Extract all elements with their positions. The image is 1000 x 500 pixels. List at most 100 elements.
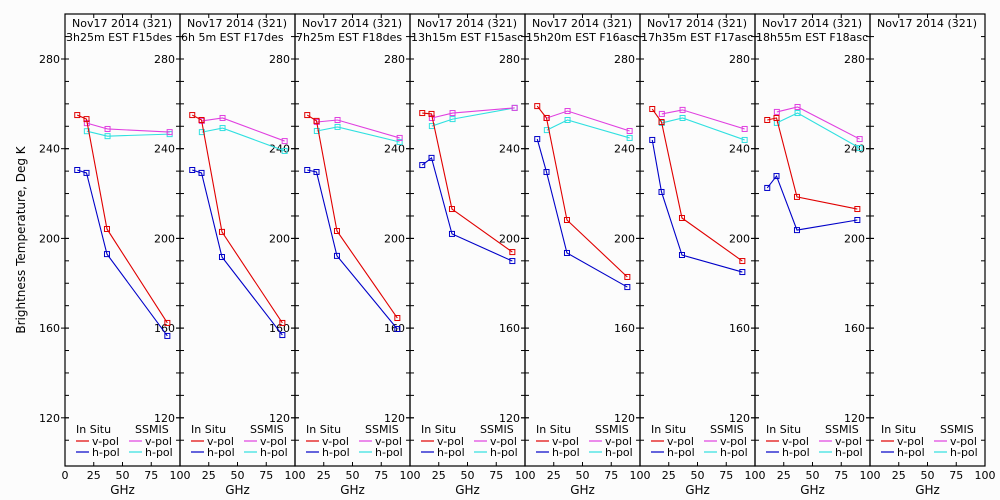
series-line-insitu-h (307, 169, 398, 330)
panel-1: Nov17 2014 (321)3h25m EST F15des 120 120 16… (39, 13, 191, 497)
y-tick-label: 160 (844, 322, 865, 335)
y-tick-label: 280 (384, 53, 405, 66)
legend-label-ssmis-v: v-pol (720, 435, 747, 448)
data-point-ssmis-h (104, 133, 111, 140)
y-tick-label: 200 (729, 232, 750, 245)
x-tick-label: 100 (285, 469, 306, 482)
panel-title-date: Nov17 2014 (321) (302, 17, 402, 30)
data-point-insitu-v (534, 103, 541, 110)
series-line-insitu-h (192, 169, 283, 336)
x-tick-label: 75 (834, 469, 848, 482)
y-tick-label: 280 (39, 53, 60, 66)
data-point-insitu-v (678, 214, 685, 221)
y-tick-label: 280 (269, 53, 290, 66)
panel-title-time: 7h25m EST F18des (296, 31, 402, 44)
series-line-ssmis-h (431, 107, 515, 127)
y-tick-label: 200 (499, 232, 520, 245)
data-point-ssmis-v (104, 125, 111, 132)
data-point-ssmis-v (281, 138, 288, 145)
y-tick-label: 200 (39, 232, 60, 245)
data-point-ssmis-v (166, 129, 173, 136)
legend-label-ssmis-v: v-pol (835, 435, 862, 448)
panel-title-time: 3h25m EST F15des (66, 31, 172, 44)
legend-group-ssmis: SSMIS (595, 423, 629, 436)
data-point-insitu-v (304, 112, 311, 119)
data-point-ssmis-v (334, 116, 341, 123)
x-tick-label: 25 (432, 469, 446, 482)
x-tick-label: 50 (921, 469, 935, 482)
data-point-insitu-v (419, 110, 426, 117)
panel-title-date: Nov17 2014 (321) (187, 17, 287, 30)
data-point-insitu-h (218, 254, 225, 261)
x-tick-label: 25 (662, 469, 676, 482)
x-axis-label: GHz (340, 483, 365, 497)
data-point-insitu-v (773, 114, 780, 121)
data-point-ssmis-h (219, 125, 226, 132)
series-line-insitu-h (766, 174, 858, 231)
x-axis-label: GHz (915, 483, 940, 497)
data-point-insitu-v (83, 116, 90, 123)
x-axis-label: GHz (685, 483, 710, 497)
data-point-insitu-v (313, 117, 320, 124)
data-point-ssmis-v (658, 110, 665, 117)
data-point-ssmis-h (396, 138, 403, 145)
data-point-insitu-h (304, 167, 311, 174)
x-tick-label: 50 (346, 469, 360, 482)
legend-label-ssmis-h: h-pol (950, 446, 978, 459)
data-point-insitu-v (739, 258, 746, 265)
x-tick-label: 100 (170, 469, 191, 482)
legend-label-insitu-h: h-pol (92, 446, 120, 459)
panel-7: Nov17 2014 (321)18h55m EST F18asc 120 160 2… (754, 13, 881, 497)
x-tick-label: 75 (374, 469, 388, 482)
legend-label-insitu-v: v-pol (437, 435, 464, 448)
x-tick-label: 75 (719, 469, 733, 482)
y-tick-label: 120 (39, 412, 60, 425)
data-point-insitu-h (448, 230, 455, 237)
data-point-insitu-v (333, 227, 340, 234)
data-point-insitu-h (658, 188, 665, 195)
data-point-insitu-v (764, 116, 771, 123)
data-point-ssmis-v (741, 125, 748, 132)
series-line-ssmis-v (431, 107, 515, 119)
data-point-insitu-h (534, 136, 541, 143)
data-point-ssmis-h (83, 128, 90, 135)
legend-label-ssmis-v: v-pol (375, 435, 402, 448)
series-line-ssmis-v (201, 117, 285, 142)
data-point-insitu-h (313, 169, 320, 176)
legend-label-insitu-h: h-pol (897, 446, 925, 459)
x-axis-label: GHz (570, 483, 595, 497)
x-tick-label: 75 (489, 469, 503, 482)
data-point-insitu-h (509, 258, 516, 265)
data-point-ssmis-h (564, 116, 571, 123)
data-point-insitu-v (448, 206, 455, 213)
x-tick-label: 50 (691, 469, 705, 482)
series-line-ssmis-v (546, 110, 630, 132)
data-point-insitu-v (649, 106, 656, 113)
y-tick-label: 240 (384, 143, 405, 156)
data-point-ssmis-h (794, 110, 801, 117)
legend-group-insitu: In Situ (76, 423, 111, 436)
y-tick-label: 120 (384, 412, 405, 425)
y-tick-label: 120 (614, 412, 635, 425)
data-point-ssmis-h (198, 129, 205, 136)
data-point-ssmis-h (741, 136, 748, 143)
data-point-insitu-v (218, 228, 225, 235)
data-point-insitu-h (279, 332, 286, 339)
x-tick-label: 25 (892, 469, 906, 482)
series-line-ssmis-h (86, 130, 170, 137)
panels-group: Nov17 2014 (321) 3h25m EST F15des 120 120 16… (39, 13, 996, 497)
x-tick-label: 0 (62, 469, 69, 482)
y-tick-label: 200 (384, 232, 405, 245)
y-tick-label: 240 (729, 143, 750, 156)
legend-group-ssmis: SSMIS (940, 423, 974, 436)
y-tick-label: 200 (614, 232, 635, 245)
data-point-insitu-v (279, 319, 286, 326)
legend-label-ssmis-h: h-pol (145, 446, 173, 459)
x-tick-label: 100 (860, 469, 881, 482)
data-point-insitu-h (764, 184, 771, 191)
x-tick-label: 50 (461, 469, 475, 482)
series-line-ssmis-h (546, 119, 630, 139)
series-line-insitu-v (651, 108, 743, 262)
